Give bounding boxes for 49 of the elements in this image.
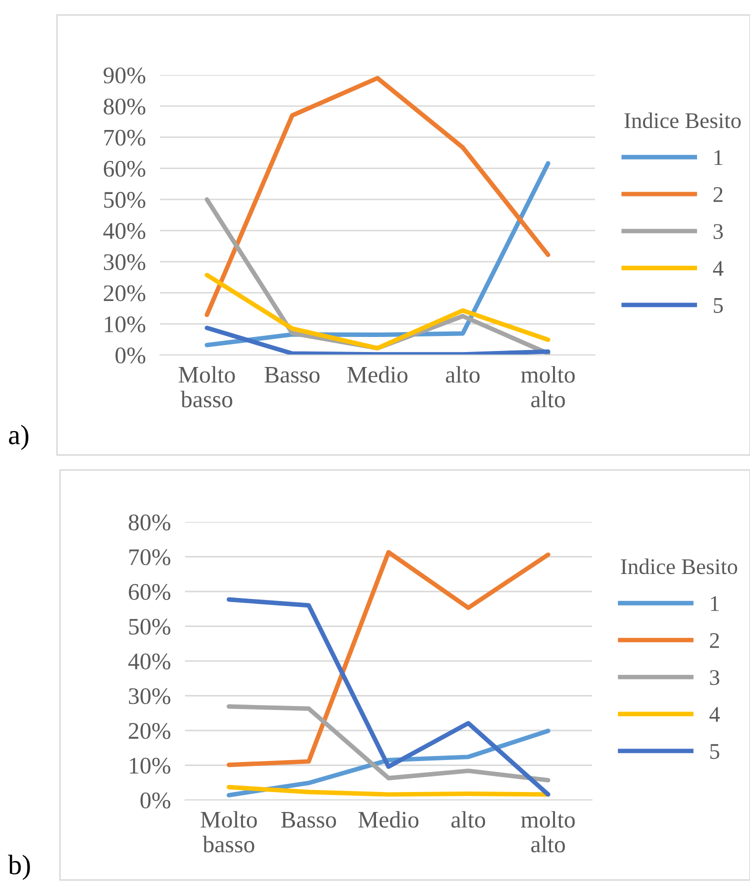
x-tick-label: molto alto xyxy=(521,366,575,408)
line-series xyxy=(226,550,550,768)
y-tick-label: 40% xyxy=(103,223,146,240)
x-tick-label: Molto basso xyxy=(200,811,257,852)
y-tick-label: 20% xyxy=(128,722,170,739)
y-tick-label: 20% xyxy=(104,285,146,302)
line-series xyxy=(204,76,550,318)
legend-label: 2 xyxy=(714,187,722,202)
x-tick-label: Basso xyxy=(281,812,336,828)
y-tick-label: 40% xyxy=(128,653,170,670)
x-tick-label: alto xyxy=(446,366,480,383)
text: a) xyxy=(8,424,28,450)
y-tick-label: 60% xyxy=(104,160,146,177)
y-tick-label: 80% xyxy=(104,98,146,115)
text: b) xyxy=(8,854,30,880)
legend-label: 4 xyxy=(713,261,724,276)
line-series xyxy=(226,597,550,797)
legend-label: 4 xyxy=(709,707,720,722)
legend-label: 1 xyxy=(710,596,719,611)
x-tick-label: Medio xyxy=(358,811,418,828)
y-tick-label: 10% xyxy=(104,316,146,332)
y-tick-label: 50% xyxy=(104,192,146,208)
y-tick-label: 90% xyxy=(104,67,146,84)
legend-label: 3 xyxy=(714,224,723,240)
y-tick-label: 30% xyxy=(128,688,170,704)
y-tick-label: 50% xyxy=(129,618,170,635)
y-tick-label: 0% xyxy=(140,792,170,808)
legend-label: 2 xyxy=(710,633,719,648)
line-series xyxy=(204,272,550,350)
line-series xyxy=(204,326,550,355)
x-tick-label: Basso xyxy=(264,367,320,383)
y-tick-label: 70% xyxy=(104,130,146,146)
legend-title: Indice Besito xyxy=(620,558,738,574)
y-tick-label: 70% xyxy=(129,549,170,566)
legend-label: 5 xyxy=(710,744,720,759)
y-tick-label: 0% xyxy=(116,347,146,364)
legend-label: 1 xyxy=(714,150,722,165)
x-tick-label: molto alto xyxy=(521,811,575,852)
y-tick-label: 10% xyxy=(130,758,170,774)
y-tick-label: 30% xyxy=(104,254,146,270)
legend-label: 5 xyxy=(714,298,723,313)
y-tick-label: 80% xyxy=(128,514,170,530)
x-tick-label: Molto basso xyxy=(178,366,235,408)
line-series xyxy=(226,704,550,782)
legend-label: 3 xyxy=(710,670,720,686)
x-tick-label: alto xyxy=(451,811,486,828)
legend-title: Indice Besito xyxy=(624,112,741,128)
y-tick-label: 60% xyxy=(128,584,170,600)
x-tick-label: Medio xyxy=(347,366,408,383)
